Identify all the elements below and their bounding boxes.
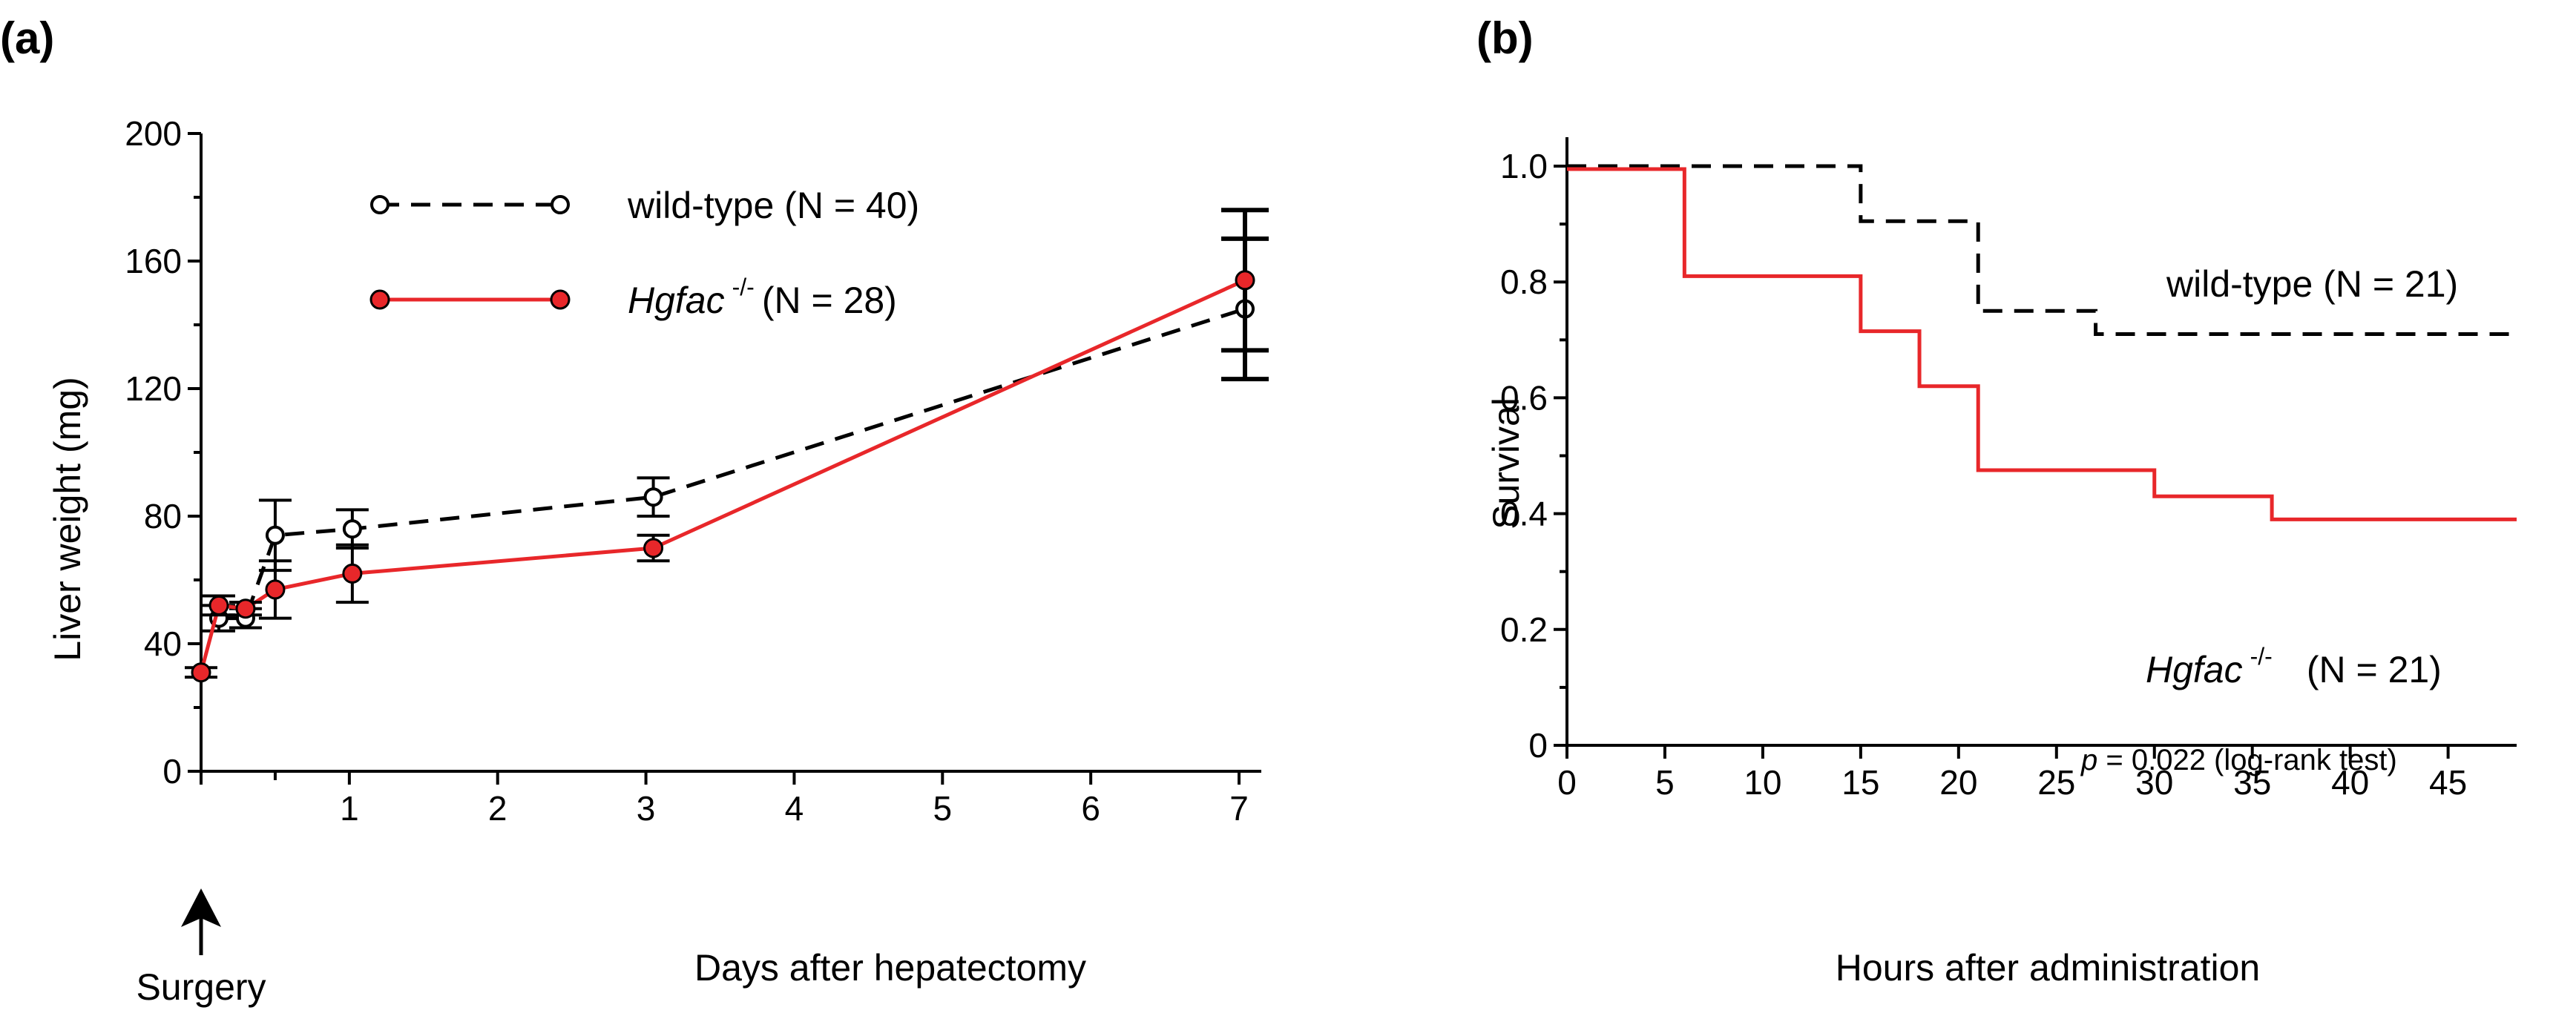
chart-b-y-axis-label: Survival <box>1485 398 1527 530</box>
chart-b: 0 0.2 0.4 0.6 0.8 1.0 0 5 10 15 20 25 30 35 40 45 Hours… <box>1485 137 2517 989</box>
chart-b-wild-type-label: wild-type (N = 21) <box>2166 263 2458 305</box>
chart-a-x-tick-label: 6 <box>1081 789 1100 828</box>
legend-hgfac-label: Hgfac -/- (N = 28) <box>628 274 897 321</box>
chart-b-x-tick-label: 30 <box>2135 763 2173 802</box>
chart-b-x-tick-label: 15 <box>1841 763 1879 802</box>
chart-a-axes: 0 40 80 120 160 200 1 2 3 4 5 6 7 <box>125 114 1261 828</box>
chart-a-wild-type-point <box>265 525 285 545</box>
chart-a-y-tick-label: 120 <box>125 369 182 408</box>
legend-hgfac-marker-left <box>369 289 390 310</box>
chart-a-x-tick-label: 2 <box>488 789 507 828</box>
chart-a-y-tick-label: 40 <box>144 624 182 663</box>
chart-b-x-axis-label: Hours after administration <box>1836 947 2260 989</box>
surgery-annotation: Surgery <box>136 966 266 1008</box>
chart-b-hgfac-label: Hgfac -/- (N = 21) <box>2146 643 2442 690</box>
chart-a-wild-type-point <box>643 487 663 507</box>
chart-b-wild-type-step-line <box>1567 164 2517 337</box>
chart-a-series <box>185 208 1269 683</box>
legend-hgfac-marker-right <box>550 289 571 310</box>
chart-a-hgfac-point <box>643 538 664 558</box>
chart-b-hgfac-step-line <box>1567 167 2517 521</box>
chart-b-y-tick-label: 0.6 <box>1500 378 1548 417</box>
chart-a-y-tick-label: 160 <box>125 242 182 280</box>
chart-a-hgfac-point <box>235 598 256 619</box>
chart-b-x-tick-label: 10 <box>1744 763 1781 802</box>
log-rank-annotation: p = 0.022 (log-rank test) <box>2080 744 2397 776</box>
chart-b-x-tick-label: 20 <box>1939 763 1977 802</box>
chart-a-hgfac-point <box>1235 270 1255 291</box>
chart-a-y-tick-label: 80 <box>144 497 182 535</box>
chart-b-y-tick-label: 0.8 <box>1500 263 1548 301</box>
chart-b-x-tick-label: 25 <box>2037 763 2075 802</box>
chart-a-y-axis-label: Liver weight (mg) <box>47 377 88 661</box>
chart-b-x-tick-label: 35 <box>2233 763 2271 802</box>
chart-a: 0 40 80 120 160 200 1 2 3 4 5 6 7 Days after hepatec… <box>47 114 1269 1008</box>
chart-a-x-tick-label: 3 <box>637 789 656 828</box>
chart-a-y-tick-label: 200 <box>125 114 182 153</box>
chart-a-hgfac-point <box>191 662 211 683</box>
chart-b-axes: 0 0.2 0.4 0.6 0.8 1.0 0 5 10 15 20 25 30 35 40 45 <box>1500 137 2517 802</box>
chart-a-wild-type-line <box>218 307 1246 621</box>
surgery-arrow-head <box>181 888 221 927</box>
chart-a-wild-type-point <box>342 519 362 539</box>
panel-a-label: (a) <box>0 13 54 63</box>
chart-b-x-tick-label: 45 <box>2429 763 2467 802</box>
chart-b-x-tick-label: 0 <box>1557 763 1577 802</box>
chart-b-y-tick-label: 0 <box>1528 726 1548 765</box>
chart-b-y-tick-label: 0.4 <box>1500 495 1548 533</box>
chart-b-series <box>1567 164 2517 521</box>
chart-b-y-tick-label: 1.0 <box>1500 147 1548 185</box>
legend-wild-type-marker-right <box>551 195 570 214</box>
chart-a-x-axis-label: Days after hepatectomy <box>694 947 1086 989</box>
legend-wild-type-marker-left <box>370 195 390 214</box>
chart-b-x-tick-label: 5 <box>1655 763 1675 802</box>
chart-a-x-tick-label: 4 <box>785 789 804 828</box>
chart-a-x-tick-label: 7 <box>1229 789 1249 828</box>
chart-a-hgfac-point <box>342 563 363 584</box>
chart-a-hgfac-point <box>265 579 286 600</box>
chart-a-x-tick-label: 5 <box>933 789 953 828</box>
chart-a-hgfac-point <box>208 595 229 616</box>
chart-b-y-tick-label: 0.2 <box>1500 610 1548 649</box>
panel-b-label: (b) <box>1476 13 1534 63</box>
chart-a-y-tick-label: 0 <box>162 752 182 791</box>
chart-a-x-tick-label: 1 <box>340 789 359 828</box>
legend-wild-type-label: wild-type (N = 40) <box>627 185 919 226</box>
chart-a-legend: wild-type (N = 40) Hgfac -/- (N = 28) <box>369 185 919 321</box>
chart-b-x-tick-label: 40 <box>2331 763 2369 802</box>
